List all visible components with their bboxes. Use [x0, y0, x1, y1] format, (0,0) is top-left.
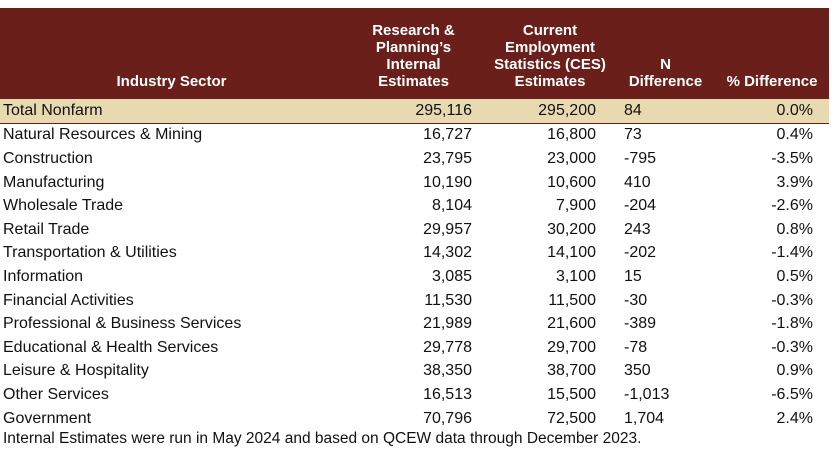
ces-estimate-cell: 21,600: [547, 315, 596, 333]
sector-cell: Manufacturing: [3, 173, 105, 191]
table-row: Financial Activities 11,530 11,500 -30 -0.3%: [0, 289, 829, 313]
sector-cell: Government: [3, 409, 92, 427]
ces-estimate-cell: 29,700: [547, 338, 596, 356]
sector-cell: Retail Trade: [3, 220, 90, 238]
table-row: Educational & Health Services 29,778 29,70…: [0, 336, 829, 360]
data-table: Industry Sector Research & Planning’s In…: [0, 8, 829, 430]
percent-difference-cell: 0.4%: [776, 126, 813, 144]
table-row: Manufacturing 10,190 10,600 410 3.9%: [0, 171, 829, 195]
table-row: Transportation & Utilities 14,302 14,100 -2…: [0, 242, 829, 266]
n-difference-cell: -795: [624, 149, 657, 167]
internal-estimate-cell: 70,796: [423, 409, 472, 427]
table-row: Wholesale Trade 8,104 7,900 -204 -2.6%: [0, 194, 829, 218]
percent-difference-cell: 0.5%: [776, 267, 813, 285]
column-header-n-difference: N Difference: [616, 8, 715, 99]
n-difference-cell: -30: [624, 291, 648, 309]
column-header-ces-estimates: Current Employment Statistics (CES) Esti…: [484, 8, 616, 99]
percent-difference-cell: -0.3%: [771, 291, 813, 309]
sector-cell: Wholesale Trade: [3, 197, 124, 215]
internal-estimate-cell: 16,727: [423, 126, 472, 144]
table-row: Natural Resources & Mining 16,727 16,800 73…: [0, 123, 829, 147]
ces-estimate-cell: 295,200: [484, 98, 616, 124]
ces-estimate-cell: 14,100: [547, 244, 596, 262]
percent-difference-cell: 3.9%: [776, 173, 813, 191]
employment-estimates-table: Industry Sector Research & Planning’s In…: [0, 8, 829, 430]
n-difference-cell: 243: [624, 220, 651, 238]
ces-estimate-cell: 30,200: [547, 220, 596, 238]
ces-estimate-cell: 11,500: [548, 291, 596, 309]
n-difference-cell: 350: [624, 362, 651, 380]
n-difference-cell: 1,704: [624, 409, 665, 427]
internal-estimate-cell: 29,957: [423, 220, 472, 238]
sector-cell: Educational & Health Services: [3, 338, 219, 356]
table-row: Leisure & Hospitality 38,350 38,700 350 0.9%: [0, 360, 829, 384]
header-row: Industry Sector Research & Planning’s In…: [0, 8, 829, 99]
sector-cell: Leisure & Hospitality: [3, 362, 149, 380]
percent-difference-cell: -1.4%: [771, 244, 813, 262]
ces-estimate-cell: 16,800: [547, 126, 596, 144]
ces-estimate-cell: 7,900: [555, 197, 596, 215]
ces-estimate-cell: 38,700: [547, 362, 596, 380]
n-difference-cell: -1,013: [624, 385, 670, 403]
ces-estimate-cell: 10,600: [547, 173, 596, 191]
internal-estimate-cell: 21,989: [423, 315, 472, 333]
percent-difference-cell: -3.5%: [771, 149, 813, 167]
table-row: Government 70,796 72,500 1,704 2.4%: [0, 407, 829, 431]
percent-difference-cell: -0.3%: [771, 338, 813, 356]
n-difference-cell: 73: [624, 126, 642, 144]
percent-difference-cell: 0.8%: [776, 220, 813, 238]
column-header-percent-difference: % Difference: [715, 8, 829, 99]
internal-estimate-cell: 14,302: [423, 244, 472, 262]
internal-estimate-cell: 11,530: [424, 291, 472, 309]
n-difference-cell: 410: [624, 173, 651, 191]
n-difference-cell: -389: [624, 315, 657, 333]
internal-estimate-cell: 3,085: [431, 267, 472, 285]
sector-cell: Transportation & Utilities: [3, 244, 177, 262]
table-row: Professional & Business Services 21,989 21…: [0, 312, 829, 336]
sector-cell: Information: [3, 267, 84, 285]
n-difference-cell: -204: [624, 197, 657, 215]
ces-estimate-cell: 3,100: [555, 267, 596, 285]
n-difference-cell: 15: [624, 267, 642, 285]
table-row: Other Services 16,513 15,500 -1,013 -6.5%: [0, 383, 829, 407]
table-row: Information 3,085 3,100 15 0.5%: [0, 265, 829, 289]
sector-cell: Natural Resources & Mining: [3, 126, 203, 144]
percent-difference-cell: 0.9%: [776, 362, 813, 380]
n-difference-cell: -202: [624, 244, 657, 262]
table-row: Total Nonfarm 295,116 295,200 84 0.0%: [0, 98, 829, 124]
sector-cell: Professional & Business Services: [3, 315, 242, 333]
internal-estimate-cell: 23,795: [423, 149, 472, 167]
sector-cell: Financial Activities: [3, 291, 134, 309]
table-row: Construction 23,795 23,000 -795 -3.5%: [0, 147, 829, 171]
percent-difference-cell: 0.0%: [715, 98, 829, 124]
ces-estimate-cell: 72,500: [547, 409, 596, 427]
internal-estimate-cell: 29,778: [423, 338, 472, 356]
internal-estimate-cell: 8,104: [431, 197, 472, 215]
table-row: Retail Trade 29,957 30,200 243 0.8%: [0, 218, 829, 242]
n-difference-cell: -78: [624, 338, 648, 356]
sector-cell: Other Services: [3, 385, 109, 403]
internal-estimate-cell: 295,116: [343, 98, 484, 124]
sector-cell: Construction: [3, 149, 93, 167]
footnote: Internal Estimates were run in May 2024 …: [3, 430, 642, 447]
percent-difference-cell: -2.6%: [771, 197, 813, 215]
percent-difference-cell: 2.4%: [776, 409, 813, 427]
ces-estimate-cell: 15,500: [547, 385, 596, 403]
internal-estimate-cell: 38,350: [423, 362, 472, 380]
column-header-internal-estimates: Research & Planning’s Internal Estimates: [343, 8, 484, 99]
percent-difference-cell: -6.5%: [771, 385, 813, 403]
ces-estimate-cell: 23,000: [547, 149, 596, 167]
table-body: Total Nonfarm 295,116 295,200 84 0.0% Natural…: [0, 98, 829, 431]
percent-difference-cell: -1.8%: [771, 315, 813, 333]
internal-estimate-cell: 16,513: [423, 385, 472, 403]
n-difference-cell: 84: [616, 98, 715, 124]
sector-cell: Total Nonfarm: [0, 98, 343, 124]
internal-estimate-cell: 10,190: [423, 173, 472, 191]
column-header-industry-sector: Industry Sector: [0, 8, 343, 99]
